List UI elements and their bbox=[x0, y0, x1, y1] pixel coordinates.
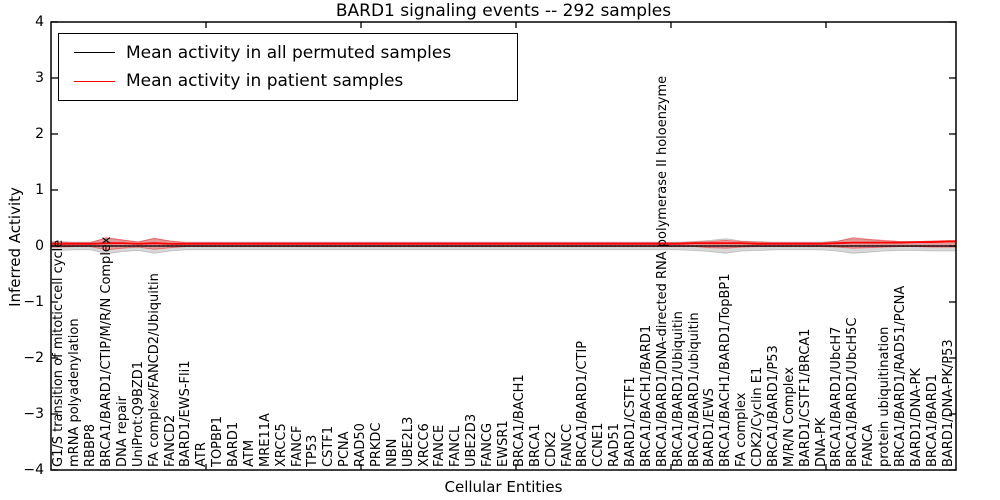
x-tick-label: FANCA bbox=[861, 424, 877, 467]
x-tick-label: BRCA1/BARD1 bbox=[924, 373, 940, 467]
x-tick-label: ATR bbox=[194, 442, 210, 467]
x-tick-label: FANCG bbox=[480, 422, 496, 467]
x-tick-label: CCNE1 bbox=[591, 422, 607, 467]
x-tick-label: EWSR1 bbox=[496, 420, 511, 467]
x-tick-label: BARD1 bbox=[226, 421, 242, 467]
y-tick-label: −4 bbox=[23, 462, 44, 478]
legend: Mean activity in all permuted samples Me… bbox=[58, 33, 518, 101]
x-tick-label: BARD1/CSTF1/BRCA1 bbox=[797, 328, 813, 467]
x-tick-label: FANCC bbox=[559, 423, 575, 467]
x-tick-label: BRCA1/BARD1/DNA-directed RNA polymerase … bbox=[654, 75, 670, 467]
x-tick-label: XRCC5 bbox=[273, 423, 289, 467]
x-tick-label: CDK2 bbox=[543, 431, 559, 467]
x-tick-label: protein ubiquitination bbox=[877, 326, 893, 467]
chart-title: BARD1 signaling events -- 292 samples bbox=[335, 1, 672, 21]
x-tick-label: UBE2D3 bbox=[464, 413, 480, 467]
permuted-line-sample-icon bbox=[74, 52, 115, 54]
y-tick-label: 4 bbox=[35, 14, 44, 30]
x-tick-label: FANCE bbox=[432, 424, 448, 467]
x-tick-label: RAD50 bbox=[353, 423, 369, 467]
x-tick-label: BRCA1/BARD1/ubiquitin bbox=[686, 312, 702, 467]
x-tick-label: M/R/N Complex bbox=[781, 367, 797, 467]
x-tick-label: FANCF bbox=[289, 425, 305, 467]
x-tick-label: mRNA polyadenylation bbox=[67, 318, 83, 467]
x-tick-label: BRCA1/BARD1/UbcH5C bbox=[845, 317, 861, 467]
x-tick-label: BARD1/EWS bbox=[702, 388, 718, 467]
legend-label: Mean activity in all permuted samples bbox=[126, 42, 452, 63]
x-tick-label: RBBP8 bbox=[83, 424, 99, 467]
legend-label: Mean activity in patient samples bbox=[126, 71, 404, 92]
x-tick-label: FA complex bbox=[734, 392, 750, 467]
x-tick-label: TP53 bbox=[305, 434, 321, 467]
x-tick-label: MRE11A bbox=[257, 413, 273, 467]
y-tick-label: 2 bbox=[35, 126, 44, 142]
x-tick-label: ATM bbox=[241, 439, 257, 467]
x-tick-label: G1/S transition of mitotic cell cycle bbox=[51, 239, 67, 467]
x-tick-label: BRCA1/BACH1 bbox=[511, 374, 527, 467]
x-tick-label: XRCC6 bbox=[416, 423, 432, 467]
x-tick-label: BRCA1/BARD1/P53 bbox=[765, 345, 781, 467]
x-tick-label: PRKDC bbox=[368, 422, 384, 467]
patient-line-sample-icon bbox=[74, 80, 115, 82]
x-tick-label: BRCA1/BACH1/BARD1 bbox=[638, 324, 654, 467]
y-tick-label: 0 bbox=[35, 238, 44, 254]
x-tick-label: FANCD2 bbox=[162, 414, 178, 467]
y-tick-label: −2 bbox=[23, 350, 44, 366]
x-tick-label: UniProt:Q9BZD1 bbox=[130, 360, 146, 467]
y-tick-label: −1 bbox=[23, 294, 44, 310]
legend-item: Mean activity in patient samples bbox=[74, 71, 517, 91]
patient-mean-line bbox=[51, 240, 956, 245]
x-tick-label: CDK2/Cyclin E1 bbox=[750, 366, 766, 467]
x-tick-label: BRCA1/BARD1/UbcH7 bbox=[829, 326, 845, 467]
legend-item: Mean activity in all permuted samples bbox=[74, 43, 517, 63]
x-tick-label: UBE2L3 bbox=[400, 416, 416, 467]
x-tick-label: BRCA1/BARD1/CTIP bbox=[575, 340, 591, 467]
x-tick-label: CSTF1 bbox=[321, 425, 337, 467]
x-tick-label: BRCA1 bbox=[527, 423, 543, 467]
x-tick-label: BRCA1/BARD1/CTIP/M/R/N Complex bbox=[99, 236, 115, 467]
y-tick-label: −3 bbox=[23, 406, 44, 422]
x-tick-label: PCNA bbox=[337, 431, 353, 467]
x-tick-label: RAD51 bbox=[607, 423, 623, 467]
x-tick-label: TOPBP1 bbox=[210, 415, 226, 467]
x-tick-label: BRCA1/BARD1/Ubiquitin bbox=[670, 311, 686, 467]
x-tick-label: NBN bbox=[384, 438, 400, 467]
x-tick-label: DNA repair bbox=[114, 396, 130, 467]
x-tick-label: FANCL bbox=[448, 425, 464, 467]
x-tick-label: DNA-PK bbox=[813, 417, 829, 467]
y-tick-label: 1 bbox=[35, 182, 44, 198]
x-tick-label: FA complex/FANCD2/Ubiquitin bbox=[146, 273, 162, 467]
x-tick-label: BARD1/DNA-PK bbox=[908, 368, 924, 467]
x-axis-label: Cellular Entities bbox=[444, 478, 563, 496]
x-tick-label: BARD1/EWS-Fli1 bbox=[178, 360, 194, 468]
x-tick-label: BRCA1/BACH1/BARD1/TopBP1 bbox=[718, 273, 734, 467]
x-tick-label: BARD1/DNA-PK/P53 bbox=[940, 339, 956, 467]
x-tick-label: BRCA1/BARD1/RAD51/PCNA bbox=[892, 285, 908, 467]
x-tick-label: BARD1/CSTF1 bbox=[623, 376, 639, 467]
y-tick-label: 3 bbox=[35, 70, 44, 86]
